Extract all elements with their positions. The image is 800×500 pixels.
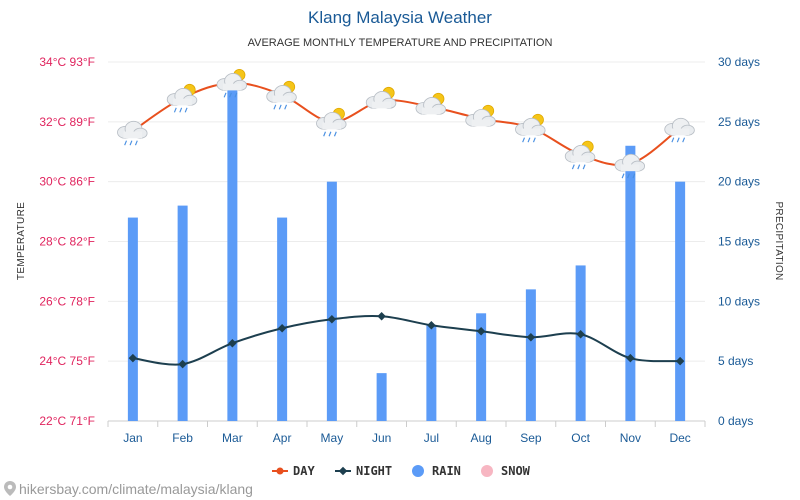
night-point — [526, 332, 536, 342]
left-axis-tick-label: 22°C 71°F — [39, 414, 95, 428]
night-line — [128, 312, 685, 369]
x-axis-tick-label: Feb — [172, 431, 193, 445]
sun-cloud-icon — [415, 92, 447, 115]
left-axis-tick-label: 30°C 86°F — [39, 175, 95, 189]
night-point — [576, 329, 585, 339]
legend-item-night[interactable]: NIGHT — [335, 464, 392, 478]
x-axis-tick-label: Mar — [222, 431, 243, 445]
night-point — [675, 356, 685, 366]
legend-label: RAIN — [432, 464, 461, 478]
x-axis-tick-label: May — [321, 431, 344, 445]
pin-icon — [4, 481, 16, 496]
legend-label: NIGHT — [356, 464, 392, 478]
rain-bar — [426, 325, 437, 421]
rain-bar — [625, 145, 636, 421]
legend-item-snow[interactable]: SNOW — [481, 464, 531, 478]
x-axis-tick-label: Nov — [620, 431, 641, 445]
rain-bars — [127, 85, 686, 421]
cloud-sun-rain-icon — [515, 113, 546, 143]
night-series-line — [132, 315, 681, 366]
cloud-sun-rain-icon — [316, 107, 347, 137]
night-point — [128, 353, 138, 363]
rain-bar — [277, 217, 288, 421]
left-axis-tick-label: 32°C 89°F — [39, 115, 95, 129]
chart-title: Klang Malaysia Weather — [308, 8, 492, 27]
right-axis-tick-label: 0 days — [718, 414, 753, 428]
right-axis-tick-label: 15 days — [718, 235, 760, 249]
legend-item-rain[interactable]: RAIN — [412, 464, 461, 478]
x-axis-tick-label: Sep — [520, 431, 542, 445]
footer: hikersbay.com/climate/malaysia/klang — [4, 481, 253, 497]
right-axis-title: PRECIPITATION — [773, 201, 784, 280]
legend-item-day[interactable]: DAY — [272, 464, 315, 478]
rain-bar — [476, 313, 487, 421]
cloud-sun-rain-icon — [266, 80, 297, 110]
legend-label: SNOW — [501, 464, 531, 478]
night-point — [476, 327, 486, 336]
right-axis-tick-label: 5 days — [718, 354, 753, 368]
cloud-sun-rain-icon — [564, 140, 596, 170]
x-axis-tick-label: Aug — [470, 431, 491, 445]
rain-bar — [177, 205, 188, 421]
cloud-sun-rain-icon — [166, 83, 198, 113]
rain-bar — [525, 289, 536, 421]
gridlines — [107, 61, 706, 427]
left-axis-ticks: 22°C 71°F 24°C 75°F 26°C 78°F 28°C 82°F 30°C… — [39, 55, 95, 428]
night-point — [327, 315, 337, 324]
left-axis-tick-label: 34°C 93°F — [39, 55, 95, 69]
x-axis-tick-label: Oct — [571, 431, 590, 445]
x-axis-tick-label: Jul — [424, 431, 439, 445]
rain-bar — [127, 217, 138, 421]
weather-icons — [117, 68, 695, 179]
x-axis-tick-label: Dec — [669, 431, 690, 445]
cloud-sun-rain-icon — [216, 68, 248, 98]
chart-subtitle: AVERAGE MONTHLY TEMPERATURE AND PRECIPIT… — [248, 37, 553, 49]
rain-bar — [575, 265, 586, 421]
rain-bar — [227, 85, 238, 421]
footer-source-link[interactable]: hikersbay.com/climate/malaysia/klang — [19, 481, 253, 497]
night-point — [277, 324, 287, 333]
rain-bar — [376, 373, 387, 421]
sun-cloud-icon — [365, 86, 397, 109]
night-point — [377, 312, 386, 321]
legend-label: DAY — [293, 464, 315, 478]
x-axis-tick-label: Apr — [273, 431, 292, 445]
right-axis-tick-label: 30 days — [718, 55, 760, 69]
left-axis-tick-label: 26°C 78°F — [39, 294, 95, 308]
left-axis-title: TEMPERATURE — [16, 202, 27, 280]
right-axis-tick-label: 10 days — [718, 294, 760, 308]
right-axis-ticks: 0 days 5 days 10 days 15 days 20 days 25 days… — [718, 55, 760, 428]
x-axis-tick-label: Jan — [123, 431, 142, 445]
x-axis-tick-label: Jun — [372, 431, 391, 445]
legend: DAY NIGHT RAIN SNOW — [272, 464, 531, 478]
night-point — [178, 359, 187, 369]
rain-bar — [326, 181, 337, 421]
night-point — [626, 353, 635, 363]
sun-cloud-icon — [465, 104, 496, 127]
rain-bar — [675, 181, 686, 421]
left-axis-tick-label: 28°C 82°F — [39, 235, 95, 249]
day-series-line — [132, 81, 681, 167]
right-axis-tick-label: 25 days — [718, 115, 760, 129]
day-line — [129, 79, 684, 167]
right-axis-tick-label: 20 days — [718, 175, 760, 189]
x-axis-ticks: Jan Feb Mar Apr May Jun Jul Aug Sep Oct Nov Dec — [123, 431, 691, 445]
left-axis-tick-label: 24°C 75°F — [39, 354, 95, 368]
night-point — [427, 321, 436, 330]
night-point — [228, 338, 237, 348]
